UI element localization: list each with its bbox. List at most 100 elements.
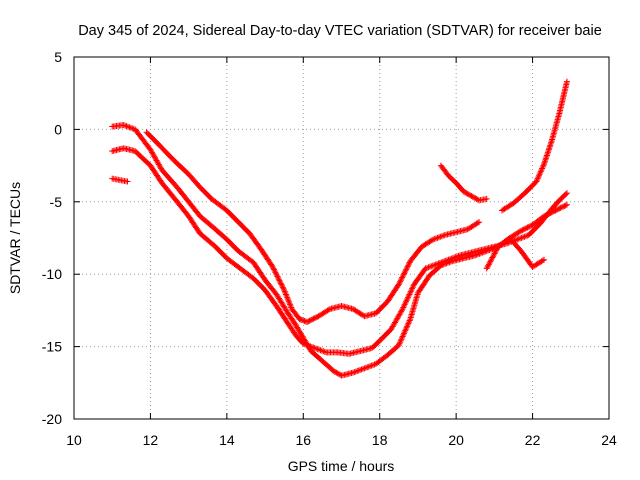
- data-point-marker: [520, 226, 527, 233]
- data-point-marker: [537, 168, 544, 175]
- data-point-marker: [405, 260, 412, 267]
- data-point-marker: [399, 273, 406, 280]
- data-point-marker: [434, 234, 441, 241]
- data-point-marker: [276, 277, 283, 284]
- data-point-marker: [527, 223, 534, 230]
- data-point-marker: [282, 291, 289, 298]
- data-point-marker: [400, 271, 407, 278]
- data-point-marker: [558, 204, 565, 211]
- data-point-marker: [332, 368, 339, 375]
- data-point-marker: [398, 275, 405, 282]
- data-point-marker: [269, 263, 276, 270]
- data-point-marker: [401, 329, 408, 336]
- data-point-marker: [422, 265, 429, 272]
- data-point-marker: [399, 334, 406, 341]
- data-point-marker: [488, 255, 495, 262]
- data-point-marker: [407, 290, 414, 297]
- series-trace-f: [499, 78, 570, 214]
- data-point-marker: [282, 290, 289, 297]
- data-point-marker: [439, 258, 446, 265]
- data-point-marker: [440, 232, 447, 239]
- data-point-marker: [355, 367, 362, 374]
- x-tick-label: 10: [66, 432, 82, 448]
- data-point-marker: [520, 234, 527, 241]
- data-point-marker: [271, 268, 278, 275]
- data-point-marker: [354, 368, 361, 375]
- data-point-marker: [270, 265, 277, 272]
- series-trace-d: [109, 175, 131, 185]
- data-point-marker: [129, 125, 136, 132]
- data-point-marker: [534, 177, 541, 184]
- data-point-marker: [449, 255, 456, 262]
- data-point-marker: [313, 345, 320, 352]
- data-point-marker: [563, 78, 570, 85]
- data-point-marker: [539, 165, 546, 172]
- data-point-marker: [126, 124, 133, 131]
- data-point-marker: [424, 264, 431, 271]
- data-point-marker: [486, 259, 493, 266]
- tick-layer: 10 12 14 16 18 20 22 24 5 0 -5 -10 -15 -20: [42, 49, 617, 448]
- y-tick-label: 0: [54, 121, 62, 137]
- data-point-marker: [273, 270, 280, 277]
- data-point-marker: [429, 262, 436, 269]
- data-point-marker: [364, 364, 371, 371]
- data-point-marker: [368, 362, 375, 369]
- data-point-marker: [401, 301, 408, 308]
- series-trace-e: [437, 162, 490, 204]
- data-point-marker: [400, 303, 407, 310]
- x-tick-label: 24: [601, 432, 617, 448]
- data-point-marker: [562, 202, 569, 209]
- x-tick-label: 12: [143, 432, 159, 448]
- x-tick-label: 18: [372, 432, 388, 448]
- data-point-marker: [534, 175, 541, 182]
- data-point-marker: [515, 235, 522, 242]
- data-point-marker: [397, 277, 404, 284]
- data-point-marker: [553, 206, 560, 213]
- data-point-marker: [523, 225, 530, 232]
- data-point-marker: [320, 348, 327, 355]
- data-point-marker: [437, 233, 444, 240]
- data-point-marker: [273, 272, 280, 279]
- series-trace-g: [483, 235, 548, 272]
- data-point-marker: [402, 326, 409, 333]
- data-point-marker: [358, 366, 365, 373]
- data-point-marker: [284, 294, 291, 301]
- data-point-marker: [396, 279, 403, 286]
- data-point-marker: [438, 259, 445, 266]
- data-point-marker: [352, 368, 359, 375]
- data-point-marker: [555, 206, 562, 213]
- data-point-marker: [518, 234, 525, 241]
- data-point-marker: [311, 315, 318, 322]
- data-point-marker: [431, 235, 438, 242]
- data-point-marker: [333, 369, 340, 376]
- chart-title: Day 345 of 2024, Sidereal Day-to-day VTE…: [78, 23, 602, 39]
- data-point-marker: [476, 219, 483, 226]
- data-point-marker: [284, 295, 291, 302]
- data-point-marker: [409, 284, 416, 291]
- data-point-marker: [517, 235, 524, 242]
- data-point-marker: [464, 190, 471, 197]
- data-point-marker: [563, 190, 570, 197]
- data-point-marker: [404, 323, 411, 330]
- data-point-marker: [474, 219, 481, 226]
- series-trace-a: [109, 122, 570, 379]
- x-tick-label: 22: [525, 432, 541, 448]
- data-point-marker: [321, 348, 328, 355]
- data-point-marker: [275, 276, 282, 283]
- data-point-marker: [398, 336, 405, 343]
- data-layer: [109, 78, 570, 379]
- data-point-marker: [403, 298, 410, 305]
- data-point-marker: [561, 202, 568, 209]
- y-tick-label: -5: [50, 194, 63, 210]
- data-point-marker: [492, 249, 499, 256]
- data-point-marker: [433, 235, 440, 242]
- data-point-marker: [535, 172, 542, 179]
- data-point-marker: [306, 342, 313, 349]
- data-point-marker: [406, 291, 413, 298]
- data-point-marker: [370, 362, 377, 369]
- data-point-marker: [395, 342, 402, 349]
- data-point-marker: [403, 264, 410, 271]
- data-point-marker: [518, 227, 525, 234]
- y-tick-label: 5: [54, 49, 62, 65]
- data-point-marker: [469, 193, 476, 200]
